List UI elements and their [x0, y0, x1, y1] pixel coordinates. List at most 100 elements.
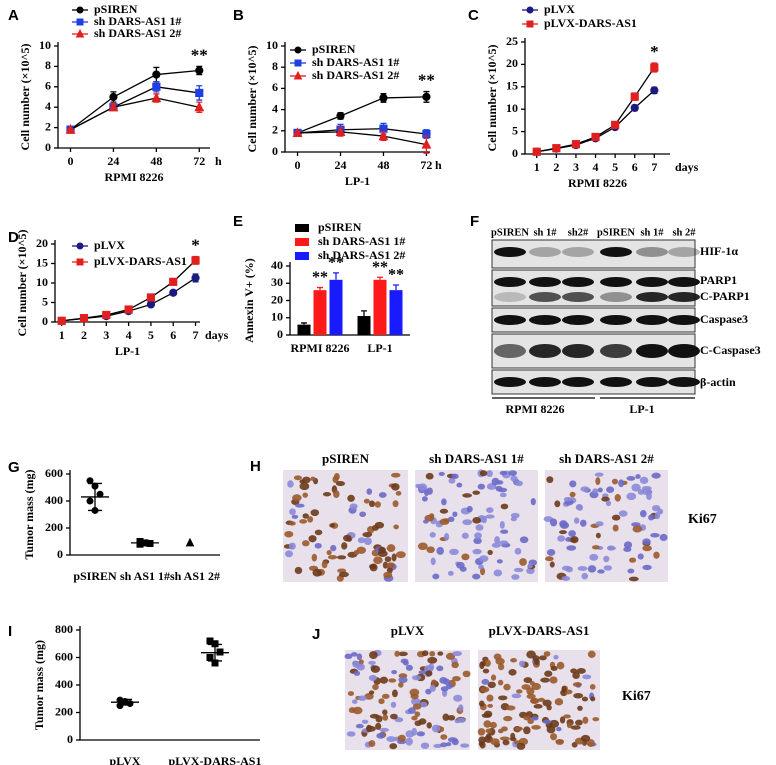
cell — [635, 474, 641, 479]
cell — [641, 488, 652, 496]
cell — [447, 737, 458, 743]
cell — [431, 724, 441, 733]
cell — [659, 533, 668, 542]
cell — [557, 535, 566, 542]
cell — [426, 487, 433, 495]
cell — [595, 521, 604, 527]
cell — [368, 660, 376, 665]
cell — [603, 565, 613, 571]
marker — [422, 92, 431, 101]
y-tick-label: 400 — [55, 677, 73, 691]
cell — [368, 500, 376, 508]
marker — [532, 147, 541, 156]
marker — [650, 86, 659, 95]
cell — [493, 569, 503, 577]
cell — [518, 660, 525, 667]
line — [297, 128, 427, 135]
cell — [480, 686, 490, 693]
significance: ** — [372, 259, 388, 276]
cell — [287, 480, 294, 488]
cell — [417, 542, 428, 551]
cell — [651, 472, 661, 479]
significance: ** — [328, 255, 344, 272]
x-tick-label: 1 — [534, 160, 540, 174]
cell — [499, 470, 508, 476]
error-bar — [377, 276, 383, 280]
line — [297, 131, 427, 146]
y-tick-label: 25 — [506, 34, 518, 48]
y-axis-label: Annexin V+ (%) — [242, 258, 256, 343]
image-label: sh DARS-AS1 2# — [559, 451, 654, 466]
x-tick-label: 48 — [377, 158, 389, 172]
row-label: Caspase3 — [700, 312, 748, 326]
cell — [595, 532, 601, 539]
y-tick-label: 600 — [55, 649, 73, 663]
panel-letter: E — [233, 213, 243, 230]
blot-band — [600, 292, 632, 302]
legend-label: sh DARS-AS1 1# — [312, 55, 399, 69]
marker — [152, 70, 161, 79]
cell — [639, 510, 647, 518]
error-bar — [138, 540, 152, 545]
cell — [637, 553, 644, 560]
cell — [310, 476, 316, 482]
annotation: * — [650, 42, 659, 61]
cell — [549, 719, 560, 728]
cell — [566, 545, 577, 551]
blot-band — [668, 315, 700, 325]
blot-band — [600, 315, 632, 325]
x-axis-label: LP-1 — [345, 174, 370, 188]
cell — [294, 503, 305, 508]
cell — [284, 530, 294, 538]
blot-band — [668, 292, 700, 302]
cell — [605, 500, 612, 507]
cell — [382, 714, 389, 721]
x-tick-label: 72 — [420, 158, 432, 172]
cell — [374, 521, 385, 529]
cell — [425, 670, 433, 677]
cell — [391, 483, 400, 491]
blot-strip — [491, 269, 696, 307]
cell — [546, 704, 552, 711]
cell — [397, 734, 406, 742]
stain-label: Ki67 — [622, 689, 651, 704]
cell — [388, 678, 397, 683]
cell — [440, 742, 448, 748]
blot-band — [562, 377, 594, 387]
cell — [359, 511, 367, 518]
cell — [580, 734, 591, 742]
cell — [477, 483, 486, 490]
cell — [510, 658, 518, 663]
cell — [566, 722, 573, 729]
cell — [499, 736, 510, 741]
cell — [505, 705, 516, 711]
y-axis-label: Tumor mass (mg) — [32, 640, 46, 730]
cell — [447, 714, 456, 721]
cell — [347, 691, 355, 696]
cell — [499, 540, 509, 545]
error-bar — [208, 643, 222, 662]
cell — [365, 724, 372, 733]
cell — [543, 651, 551, 657]
cell — [374, 501, 381, 508]
cell — [487, 681, 496, 689]
cell — [526, 567, 535, 575]
cell — [561, 565, 572, 571]
cell — [563, 496, 573, 502]
lane-label: sh2# — [568, 227, 589, 238]
blot-band — [668, 344, 700, 358]
cell — [411, 715, 418, 721]
cell — [537, 697, 545, 702]
cell — [569, 480, 577, 488]
cell — [529, 680, 535, 686]
marker — [591, 132, 600, 142]
cell — [381, 693, 390, 699]
cell — [563, 714, 571, 719]
cell — [514, 726, 523, 731]
blot-band — [529, 377, 561, 387]
cell — [554, 500, 561, 508]
cell — [519, 536, 529, 544]
blot-band — [636, 377, 668, 387]
cell — [513, 567, 524, 573]
cell — [572, 672, 580, 680]
